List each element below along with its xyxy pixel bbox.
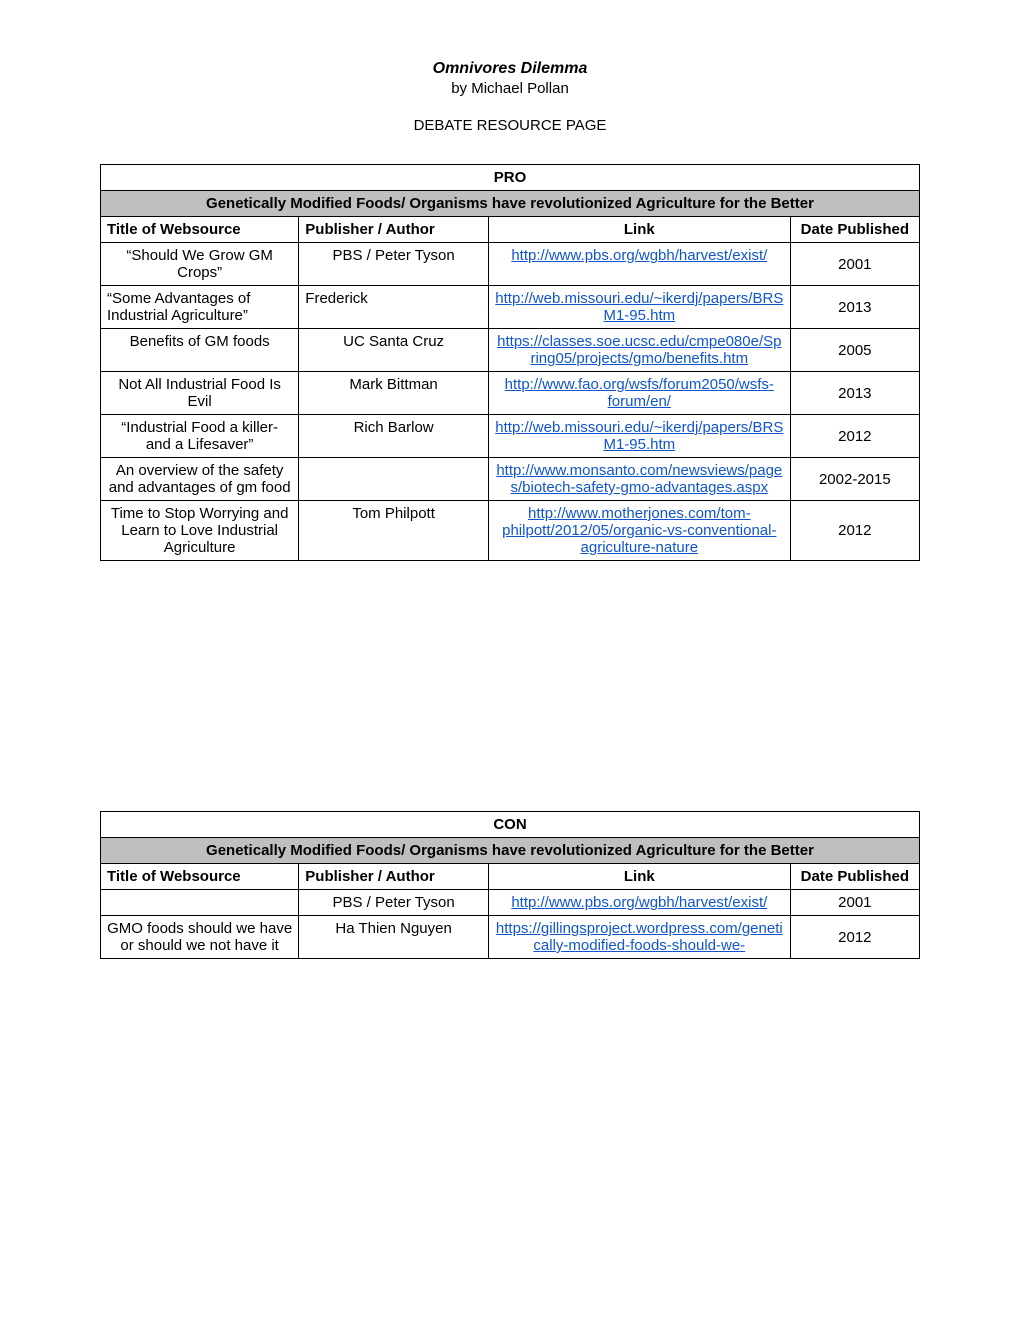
col-author: Publisher / Author (299, 864, 489, 890)
row-link-cell: http://web.missouri.edu/~ikerdj/papers/B… (488, 286, 790, 329)
row-author: UC Santa Cruz (299, 329, 489, 372)
row-link-cell: https://gillingsproject.wordpress.com/ge… (488, 916, 790, 959)
table-row: Not All Industrial Food Is EvilMark Bitt… (101, 372, 920, 415)
col-title: Title of Websource (101, 864, 299, 890)
row-date: 2001 (790, 890, 919, 916)
row-title: Time to Stop Worrying and Learn to Love … (101, 501, 299, 561)
pro-column-headers: Title of Websource Publisher / Author Li… (101, 217, 920, 243)
row-date: 2005 (790, 329, 919, 372)
row-date: 2001 (790, 243, 919, 286)
row-date: 2013 (790, 286, 919, 329)
row-title: “Industrial Food a killer- and a Lifesav… (101, 415, 299, 458)
row-author: PBS / Peter Tyson (299, 243, 489, 286)
document-title: Omnivores Dilemma (100, 60, 920, 78)
source-link[interactable]: http://www.motherjones.com/tom-philpott/… (502, 505, 776, 556)
col-title: Title of Websource (101, 217, 299, 243)
row-link-cell: http://www.fao.org/wsfs/forum2050/wsfs-f… (488, 372, 790, 415)
source-link[interactable]: http://www.fao.org/wsfs/forum2050/wsfs-f… (505, 376, 774, 410)
row-title: Benefits of GM foods (101, 329, 299, 372)
source-link[interactable]: http://web.missouri.edu/~ikerdj/papers/B… (495, 419, 783, 453)
row-date: 2012 (790, 916, 919, 959)
row-title: Not All Industrial Food Is Evil (101, 372, 299, 415)
source-link[interactable]: http://www.monsanto.com/newsviews/pages/… (496, 462, 782, 496)
row-author: Tom Philpott (299, 501, 489, 561)
source-link[interactable]: https://classes.soe.ucsc.edu/cmpe080e/Sp… (497, 333, 781, 367)
table-row: “Should We Grow GM Crops”PBS / Peter Tys… (101, 243, 920, 286)
row-author: Ha Thien Nguyen (299, 916, 489, 959)
col-link: Link (488, 864, 790, 890)
source-link[interactable]: http://web.missouri.edu/~ikerdj/papers/B… (495, 290, 783, 324)
table-row: Time to Stop Worrying and Learn to Love … (101, 501, 920, 561)
row-date: 2012 (790, 415, 919, 458)
document-author: by Michael Pollan (100, 80, 920, 97)
pro-subtitle: Genetically Modified Foods/ Organisms ha… (101, 191, 920, 217)
col-author: Publisher / Author (299, 217, 489, 243)
row-title: GMO foods should we have or should we no… (101, 916, 299, 959)
row-link-cell: http://www.monsanto.com/newsviews/pages/… (488, 458, 790, 501)
row-author (299, 458, 489, 501)
con-table: CON Genetically Modified Foods/ Organism… (100, 811, 920, 959)
table-row: GMO foods should we have or should we no… (101, 916, 920, 959)
col-date: Date Published (790, 864, 919, 890)
row-link-cell: http://www.pbs.org/wgbh/harvest/exist/ (488, 890, 790, 916)
row-date: 2013 (790, 372, 919, 415)
row-date: 2002-2015 (790, 458, 919, 501)
row-author: Frederick (299, 286, 489, 329)
row-date: 2012 (790, 501, 919, 561)
table-row: PBS / Peter Tyson http://www.pbs.org/wgbh… (101, 890, 920, 916)
row-link-cell: https://classes.soe.ucsc.edu/cmpe080e/Sp… (488, 329, 790, 372)
con-subtitle: Genetically Modified Foods/ Organisms ha… (101, 838, 920, 864)
table-row: “Some Advantages of Industrial Agricultu… (101, 286, 920, 329)
table-row: Benefits of GM foodsUC Santa Cruzhttps:/… (101, 329, 920, 372)
con-section-header: CON (101, 812, 920, 838)
con-column-headers: Title of Websource Publisher / Author Li… (101, 864, 920, 890)
row-link-cell: http://web.missouri.edu/~ikerdj/papers/B… (488, 415, 790, 458)
source-link[interactable]: https://gillingsproject.wordpress.com/ge… (496, 920, 783, 954)
document-header: Omnivores Dilemma by Michael Pollan DEBA… (100, 60, 920, 134)
page-label: DEBATE RESOURCE PAGE (100, 117, 920, 134)
col-date: Date Published (790, 217, 919, 243)
row-title: “Some Advantages of Industrial Agricultu… (101, 286, 299, 329)
row-link-cell: http://www.motherjones.com/tom-philpott/… (488, 501, 790, 561)
source-link[interactable]: http://www.pbs.org/wgbh/harvest/exist/ (511, 247, 767, 264)
row-author: Mark Bittman (299, 372, 489, 415)
col-link: Link (488, 217, 790, 243)
pro-table: PRO Genetically Modified Foods/ Organism… (100, 164, 920, 561)
pro-section-header: PRO (101, 165, 920, 191)
row-link-cell: http://www.pbs.org/wgbh/harvest/exist/ (488, 243, 790, 286)
source-link[interactable]: http://www.pbs.org/wgbh/harvest/exist/ (511, 894, 767, 911)
row-author: PBS / Peter Tyson (299, 890, 489, 916)
table-row: An overview of the safety and advantages… (101, 458, 920, 501)
row-title (101, 890, 299, 916)
row-author: Rich Barlow (299, 415, 489, 458)
row-title: “Should We Grow GM Crops” (101, 243, 299, 286)
row-title: An overview of the safety and advantages… (101, 458, 299, 501)
table-row: “Industrial Food a killer- and a Lifesav… (101, 415, 920, 458)
